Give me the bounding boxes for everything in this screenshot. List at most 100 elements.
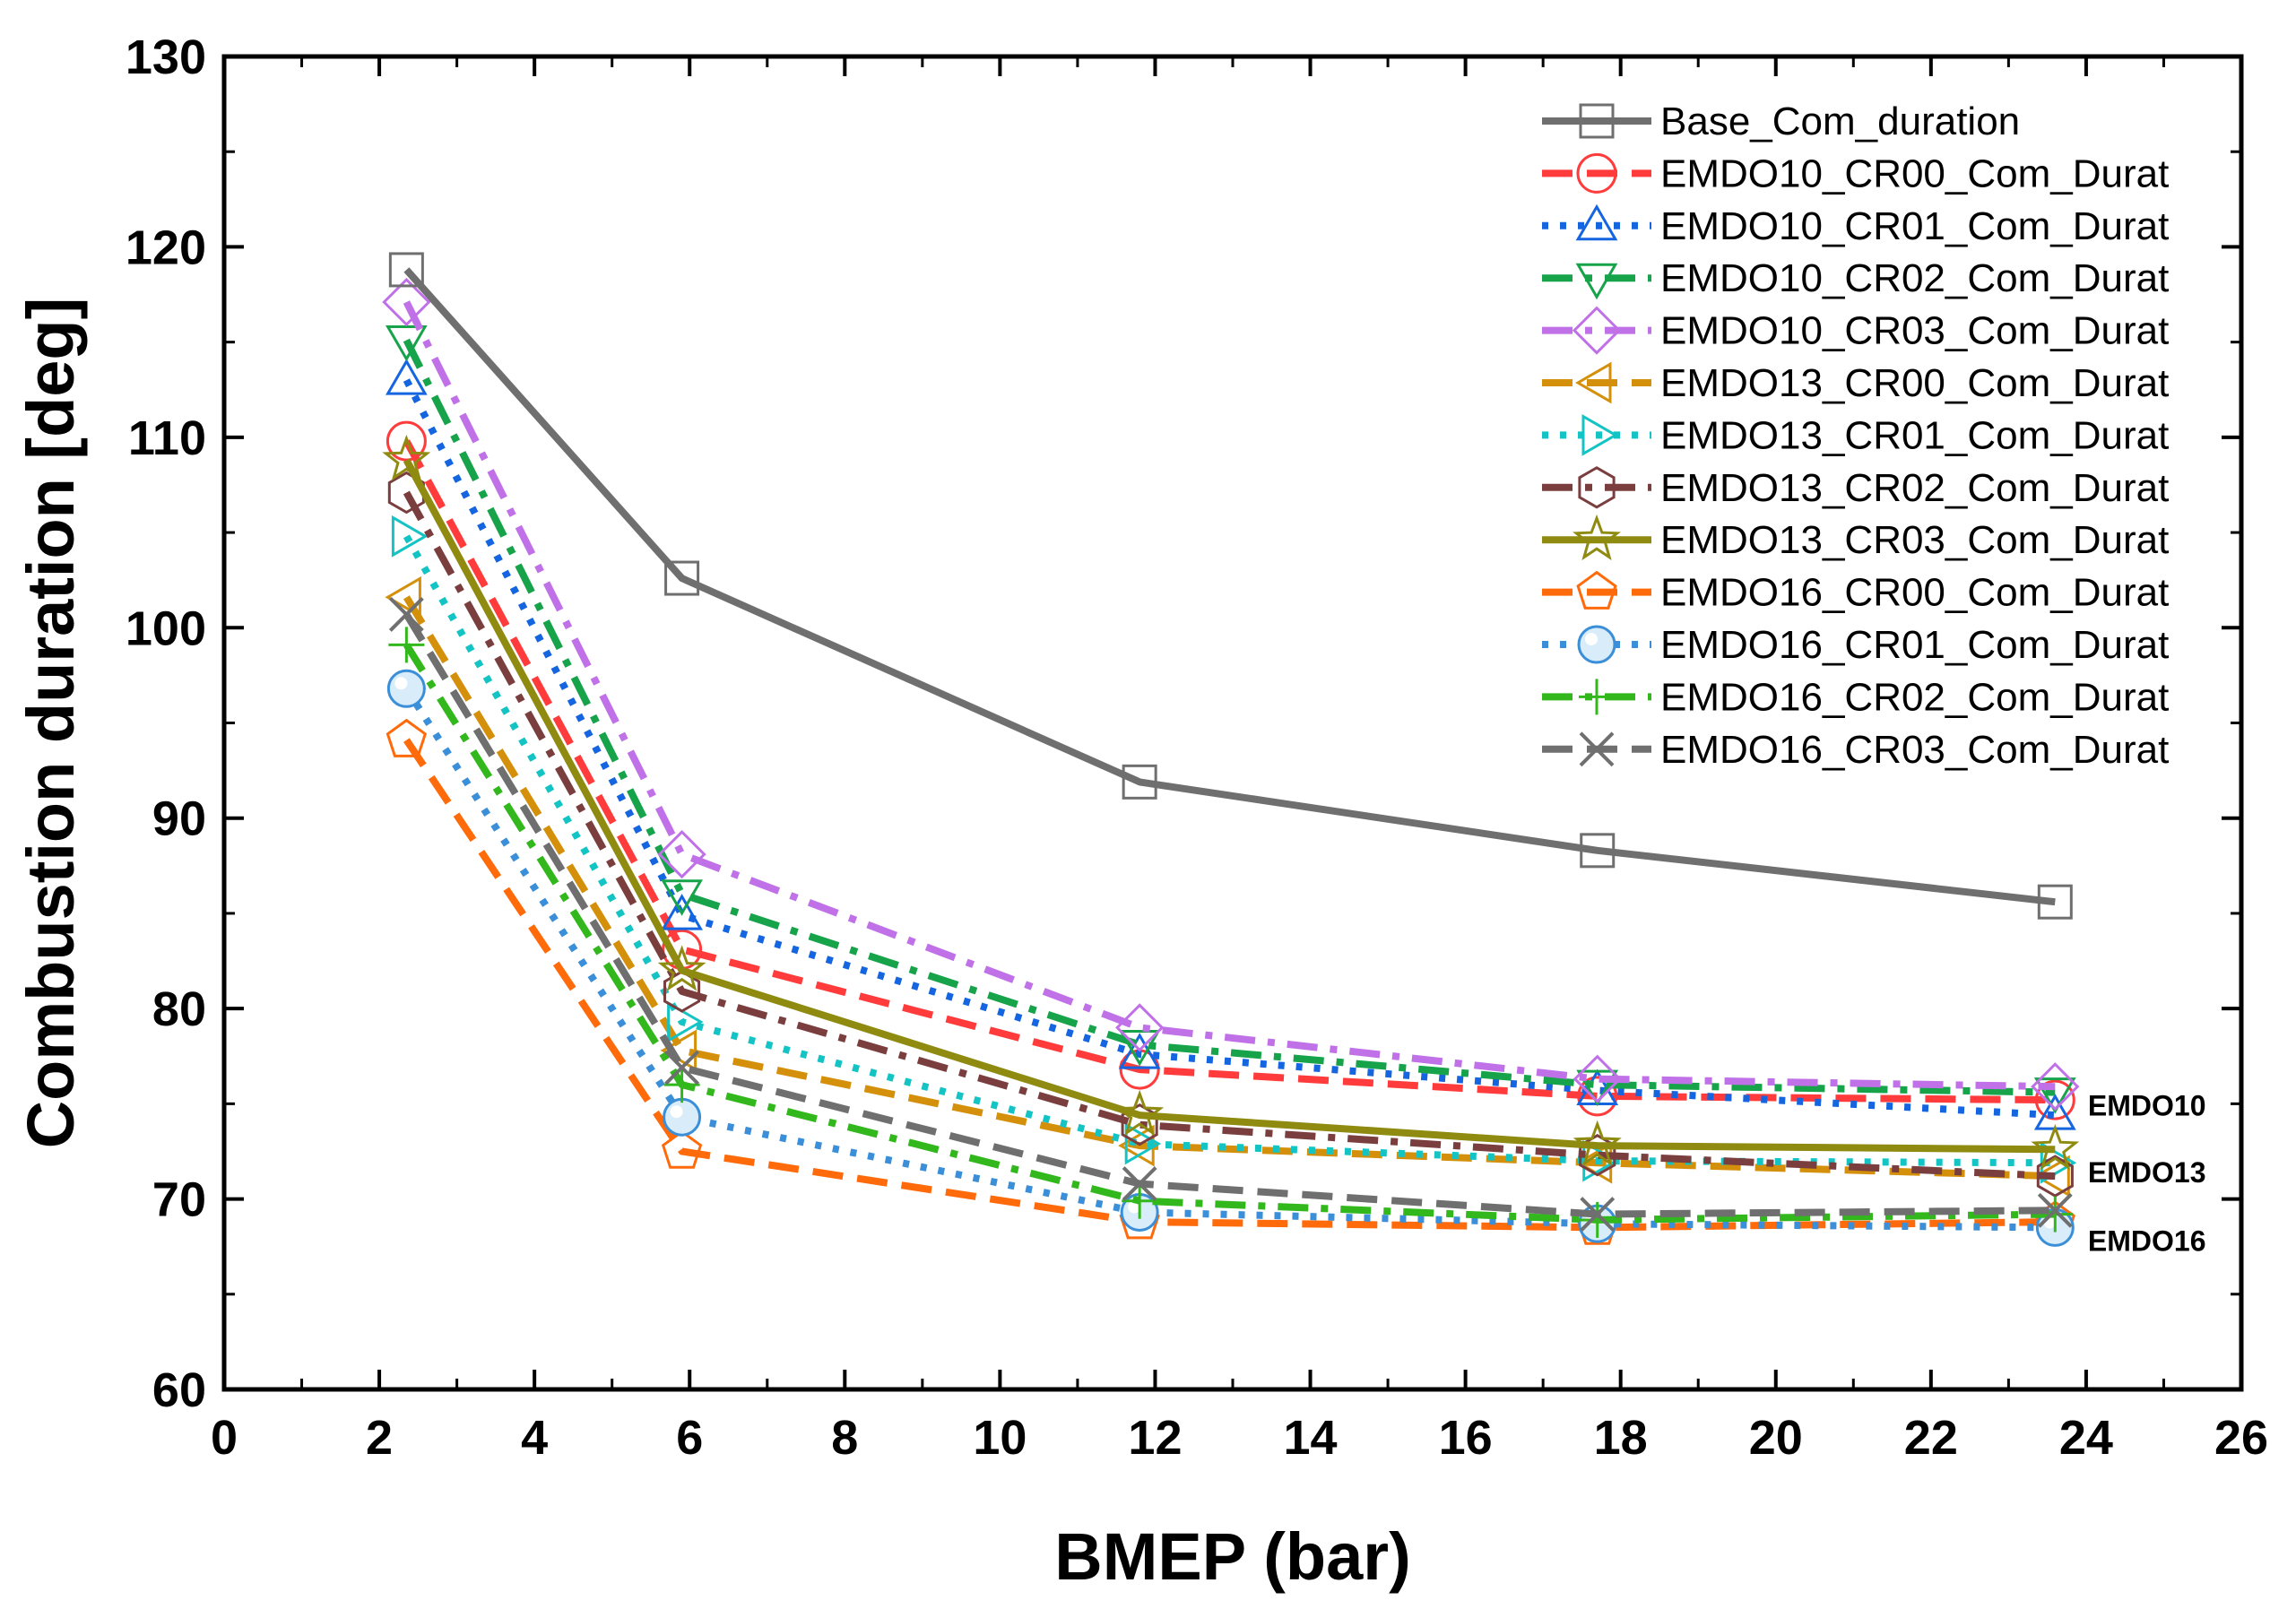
legend-label: EMDO16_CR03_Com_Durat (1660, 728, 2169, 772)
marker-shape (1575, 263, 1618, 300)
marker-shape (663, 1097, 702, 1137)
marker-shape (388, 252, 424, 288)
y-tick-label: 130 (126, 30, 206, 84)
data-point (388, 597, 424, 632)
series-EMDO16_CR02_Com_Durat (388, 627, 2074, 1238)
data-point (1573, 1120, 1622, 1167)
legend-swatch-marker (1577, 625, 1616, 664)
data-point (2033, 1077, 2076, 1114)
data-point (1579, 1201, 1616, 1238)
marker-shape (2037, 1192, 2073, 1228)
marker-shape (1576, 1069, 1619, 1107)
marker-shape (661, 894, 703, 930)
x-tick-label: 24 (2059, 1411, 2113, 1465)
series-Base_Com_duration (388, 252, 2073, 920)
legend-item: EMDO16_CR01_Com_Durat (1542, 623, 2169, 667)
y-tick-label: 80 (152, 982, 206, 1036)
data-point (661, 1129, 703, 1169)
marker-shape (2037, 884, 2073, 920)
legend-label: EMDO10_CR03_Com_Durat (1660, 309, 2169, 353)
marker-shape (667, 1000, 704, 1043)
x-tick-label: 2 (366, 1411, 393, 1465)
legend-label: EMDO10_CR00_Com_Durat (1660, 151, 2169, 195)
x-tick-label: 0 (211, 1411, 238, 1465)
annotation-label: EMDO10 (2088, 1089, 2206, 1121)
marker-shape (664, 560, 700, 596)
x-tick-label: 10 (973, 1411, 1027, 1465)
marker-shape (1578, 466, 1616, 509)
data-point (386, 669, 426, 708)
marker-shape (1573, 1054, 1622, 1103)
marker-shape (1579, 103, 1615, 139)
data-point (387, 471, 425, 515)
data-point (664, 1050, 699, 1086)
marker-shape (386, 325, 428, 362)
marker-shape (1122, 764, 1157, 800)
data-point (1580, 1197, 1616, 1232)
legend-label: EMDO13_CR02_Com_Durat (1660, 466, 2169, 510)
marker-shape (1581, 414, 1618, 456)
x-tick-label: 14 (1283, 1411, 1337, 1465)
marker-shape (1577, 1076, 1618, 1117)
data-point (1122, 1182, 1158, 1219)
data-point (1576, 1069, 1619, 1107)
x-tick-label: 18 (1594, 1411, 1648, 1465)
y-tick-label: 120 (126, 221, 206, 274)
legend-label: EMDO10_CR01_Com_Durat (1660, 204, 2169, 248)
data-point (664, 560, 700, 596)
y-axis-title: Combustion duration [deg] (13, 298, 88, 1149)
x-tick-label: 6 (676, 1411, 703, 1465)
marker-shape (386, 420, 427, 462)
legend-item: EMDO10_CR01_Com_Durat (1542, 204, 2169, 248)
data-point (1577, 1076, 1618, 1117)
plot-frame (221, 54, 2244, 1392)
legend-item: EMDO16_CR03_Com_Durat (1542, 728, 2169, 772)
x-tick-label: 20 (1749, 1411, 1803, 1465)
data-point (663, 970, 701, 1013)
series-line (403, 378, 2056, 1120)
data-point (382, 434, 431, 481)
data-point (386, 359, 428, 395)
marker-shape (664, 1050, 699, 1086)
marker-shape (1580, 1197, 1616, 1232)
legend-label: EMDO13_CR01_Com_Durat (1660, 413, 2169, 457)
marker-shape (1118, 1030, 1161, 1067)
legend-swatch-marker (1575, 361, 1612, 404)
x-tick-label: 26 (2214, 1411, 2268, 1465)
series-line (403, 490, 2056, 1181)
marker-shape (2031, 1062, 2080, 1112)
data-point (2031, 1062, 2080, 1112)
legend-swatch-marker (1578, 466, 1616, 509)
legend-item: EMDO10_CR00_Com_Durat (1542, 151, 2169, 195)
data-point (663, 1097, 702, 1137)
legend-item: EMDO13_CR03_Com_Durat (1542, 514, 2169, 562)
legend-swatch-marker (1579, 103, 1615, 139)
marker-highlight (394, 677, 408, 690)
marker-shape (1576, 570, 1617, 610)
data-point (2037, 884, 2073, 920)
data-point (391, 515, 429, 558)
marker-shape (1573, 1120, 1622, 1167)
legend-swatch-marker (1576, 152, 1617, 194)
marker-shape (2034, 1079, 2075, 1120)
data-point (1115, 1003, 1165, 1052)
data-point (657, 829, 706, 879)
legend-label: EMDO10_CR02_Com_Durat (1660, 256, 2169, 300)
data-point (1122, 764, 1157, 800)
marker-shape (657, 829, 706, 879)
data-point (663, 1067, 700, 1103)
data-point (661, 879, 703, 916)
marker-shape (1122, 1166, 1157, 1201)
x-tick-label: 16 (1439, 1411, 1493, 1465)
data-point (386, 325, 428, 362)
data-point (1573, 1054, 1622, 1103)
legend-swatch-marker (1572, 306, 1622, 355)
legend-label: EMDO16_CR01_Com_Durat (1660, 623, 2169, 667)
data-point (386, 420, 427, 462)
data-point (388, 627, 425, 663)
marker-shape (388, 597, 424, 632)
legend-item: EMDO13_CR00_Com_Durat (1542, 361, 2169, 405)
marker-shape (1115, 1089, 1165, 1137)
x-tick-label: 8 (831, 1411, 858, 1465)
y-tick-label: 110 (128, 411, 206, 465)
